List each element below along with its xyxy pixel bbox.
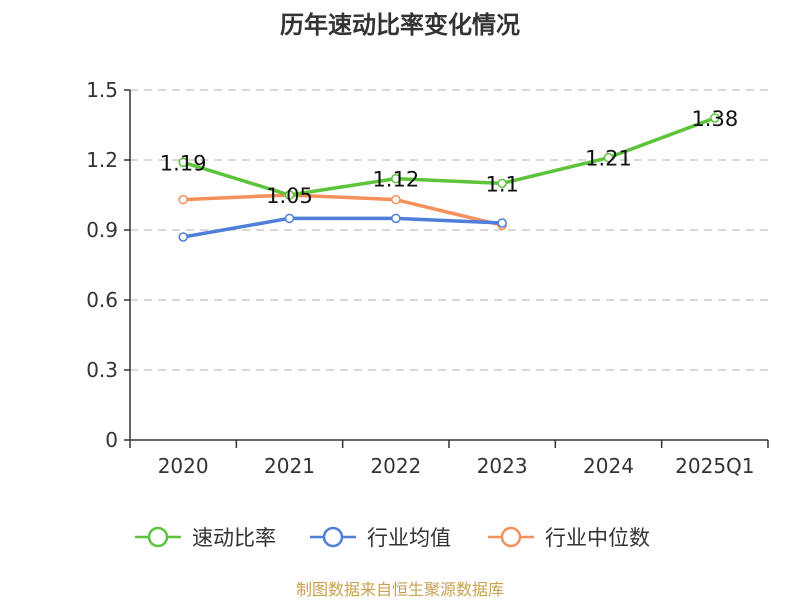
data-label: 1.38 bbox=[691, 107, 738, 131]
axes bbox=[124, 89, 769, 448]
legend-marker bbox=[147, 526, 169, 548]
series bbox=[178, 113, 720, 242]
legend-label: 行业均值 bbox=[367, 526, 451, 550]
series-line bbox=[181, 116, 717, 197]
data-labels: 1.19 1.05 1.12 1.1 1.21 1.38 bbox=[160, 107, 738, 208]
data-label: 1.19 bbox=[160, 151, 207, 175]
y-axis: 0 0.3 0.6 0.9 1.2 1.5 bbox=[86, 78, 118, 452]
data-label: 1.1 bbox=[485, 172, 518, 196]
data-point bbox=[391, 213, 401, 224]
data-point bbox=[284, 213, 295, 224]
data-point bbox=[710, 113, 720, 123]
y-tick-label: 0 bbox=[105, 428, 118, 452]
x-tick-label: 2025Q1 bbox=[675, 454, 754, 478]
y-tick-label: 0.6 bbox=[86, 288, 118, 312]
legend-label: 行业中位数 bbox=[545, 526, 650, 550]
legend: 速动比率 行业均值 行业中位数 bbox=[135, 526, 650, 550]
series-line bbox=[181, 216, 504, 239]
y-tick-label: 0.3 bbox=[86, 358, 118, 382]
x-tick-label: 2022 bbox=[370, 454, 421, 478]
series-line bbox=[181, 193, 504, 228]
x-axis: 2020 2021 2022 2023 2024 2025Q1 bbox=[158, 454, 755, 478]
x-tick-label: 2021 bbox=[264, 454, 315, 478]
data-point bbox=[178, 232, 188, 242]
data-point bbox=[391, 173, 401, 184]
data-point bbox=[603, 152, 614, 163]
legend-marker bbox=[500, 526, 522, 548]
chart-title: 历年速动比率变化情况 bbox=[280, 11, 520, 39]
data-label: 1.05 bbox=[266, 184, 313, 208]
data-point bbox=[284, 190, 295, 200]
y-tick-label: 1.5 bbox=[86, 78, 118, 102]
data-point bbox=[497, 178, 507, 189]
x-tick-label: 2023 bbox=[477, 454, 528, 478]
y-tick-label: 1.2 bbox=[86, 148, 118, 172]
x-tick-label: 2024 bbox=[583, 454, 634, 478]
data-point bbox=[178, 194, 188, 205]
source-note: 制图数据来自恒生聚源数据库 bbox=[296, 580, 504, 599]
data-label: 1.12 bbox=[372, 168, 419, 192]
legend-label: 速动比率 bbox=[192, 526, 276, 550]
y-tick-label: 0.9 bbox=[86, 218, 118, 242]
x-tick-label: 2020 bbox=[158, 454, 209, 478]
data-point bbox=[391, 194, 401, 205]
data-point bbox=[497, 218, 507, 228]
legend-marker bbox=[322, 526, 344, 548]
data-point bbox=[178, 157, 188, 168]
data-label: 1.21 bbox=[585, 147, 632, 171]
